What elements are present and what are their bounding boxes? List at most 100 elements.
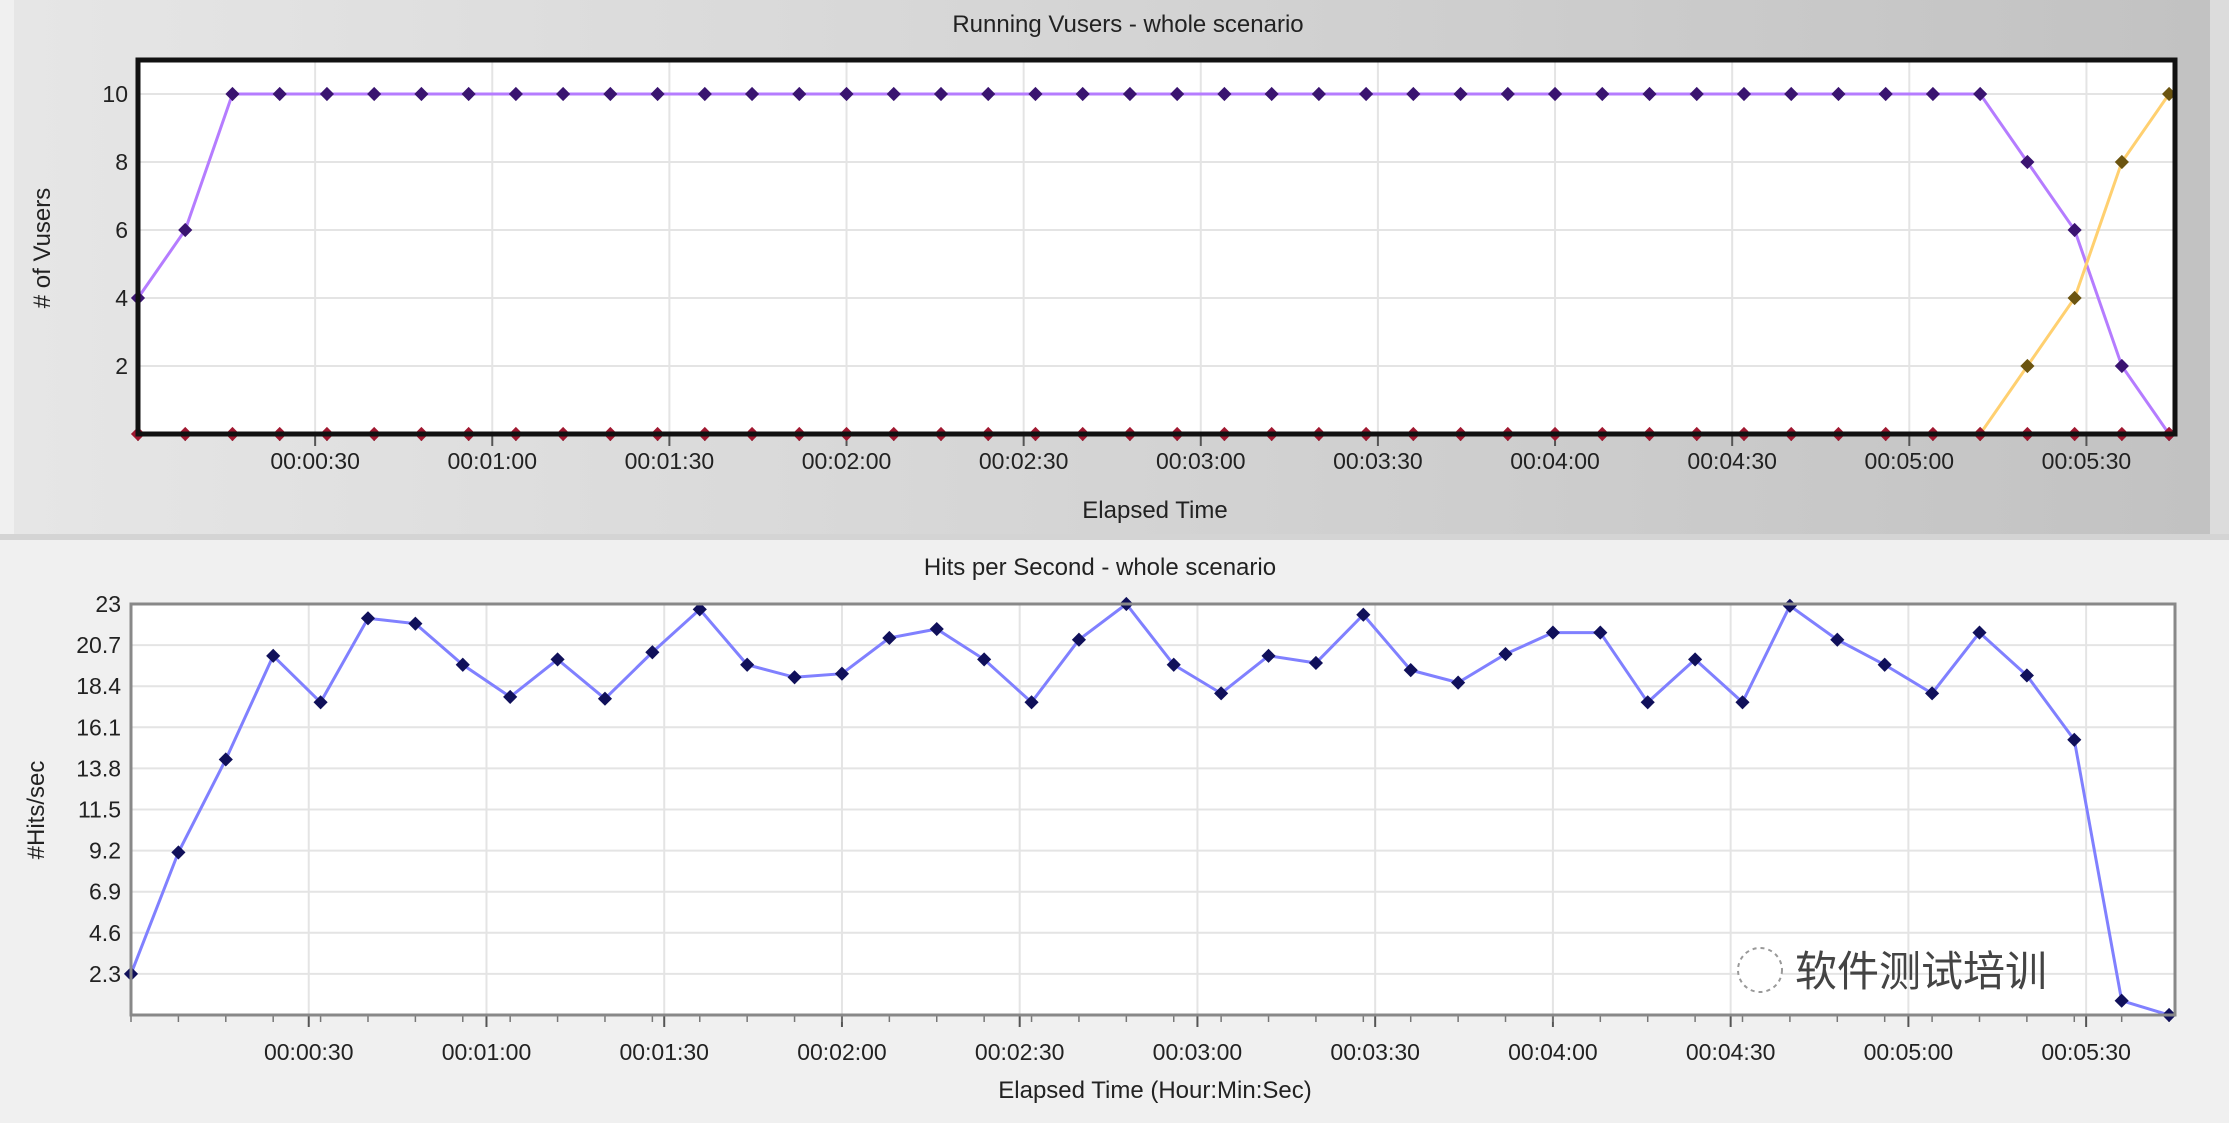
series-0-point[interactable]: [1406, 86, 1421, 102]
series-0-point[interactable]: [1736, 86, 1752, 102]
series-0-point[interactable]: [597, 691, 613, 706]
series-0-point[interactable]: [178, 222, 193, 238]
series-0-point[interactable]: [933, 86, 949, 102]
series-0-point[interactable]: [1498, 646, 1513, 662]
series-0-point[interactable]: [1973, 86, 1988, 102]
series-0-point[interactable]: [1451, 675, 1466, 690]
series-0-point[interactable]: [2020, 154, 2035, 170]
series-0-point[interactable]: [977, 652, 992, 667]
series-0-point[interactable]: [1925, 86, 1940, 102]
series-0-point[interactable]: [1122, 86, 1138, 102]
watermark: 软件测试培训: [1737, 947, 2047, 995]
series-0-point[interactable]: [1261, 648, 1276, 663]
series-0-point[interactable]: [839, 86, 854, 102]
series-0-point[interactable]: [1264, 86, 1279, 102]
series-0-point[interactable]: [886, 86, 901, 102]
x-tick-label: 00:01:30: [619, 1039, 709, 1065]
series-0-point[interactable]: [1830, 632, 1845, 647]
series-0-point[interactable]: [603, 86, 618, 102]
series-0-point[interactable]: [1735, 695, 1750, 710]
series-0-point[interactable]: [1782, 598, 1797, 613]
series-0-point[interactable]: [692, 602, 707, 617]
series-0-point[interactable]: [360, 611, 376, 626]
y-tick-label: 16.1: [76, 714, 121, 740]
x-tick-label: 00:05:30: [2041, 1039, 2131, 1065]
series-0-point[interactable]: [1453, 86, 1468, 102]
series-0-point[interactable]: [1214, 686, 1229, 701]
series-0-point[interactable]: [1784, 86, 1799, 102]
x-tick-label: 00:01:00: [447, 448, 537, 474]
series-0-point[interactable]: [367, 86, 382, 102]
series-0-point[interactable]: [1071, 632, 1087, 647]
plot-area: [138, 60, 2175, 434]
x-tick-label: 00:03:00: [1156, 448, 1246, 474]
series-0-point[interactable]: [1356, 607, 1371, 622]
series-0-point[interactable]: [266, 648, 281, 663]
series-0-point[interactable]: [1217, 86, 1232, 102]
series-0-point[interactable]: [1831, 86, 1846, 102]
series-0-point[interactable]: [1877, 657, 1892, 672]
y-tick-label: 2.3: [89, 961, 121, 987]
series-0-point[interactable]: [744, 86, 760, 102]
series-0-point[interactable]: [1308, 655, 1323, 671]
x-tick-label: 00:04:00: [1510, 448, 1600, 474]
y-tick-label: 8: [115, 149, 128, 175]
series-0-point[interactable]: [787, 670, 802, 685]
hits-per-second-panel[interactable]: Hits per Second - whole scenario Elapsed…: [14, 540, 2210, 1112]
series-0-point[interactable]: [834, 666, 850, 681]
x-tick-label: 00:05:00: [1864, 1039, 1954, 1065]
running-vusers-panel[interactable]: Running Vusers - whole scenario Elapsed …: [14, 0, 2229, 534]
series-0-point[interactable]: [1500, 86, 1515, 102]
series-0-point[interactable]: [319, 86, 335, 102]
series-0-point[interactable]: [171, 845, 186, 860]
series-0-point[interactable]: [272, 86, 287, 102]
series-1-point[interactable]: [2020, 358, 2035, 374]
series-0-point[interactable]: [1925, 686, 1940, 701]
series-0-point[interactable]: [1593, 625, 1608, 640]
series-0-point[interactable]: [1024, 695, 1039, 710]
series-0-point[interactable]: [1403, 663, 1418, 678]
series-0-point[interactable]: [697, 86, 712, 102]
series-0-point[interactable]: [1972, 625, 1987, 640]
series-0-point[interactable]: [1688, 652, 1703, 667]
series-0-point[interactable]: [1547, 86, 1563, 102]
series-0-point[interactable]: [1595, 86, 1610, 102]
series-0-point[interactable]: [1075, 86, 1090, 102]
series-0-point[interactable]: [408, 616, 423, 631]
panel-divider[interactable]: [0, 534, 2229, 540]
series-0-point[interactable]: [218, 752, 233, 767]
series-0-point[interactable]: [1642, 86, 1657, 102]
series-0-point[interactable]: [929, 621, 944, 637]
series-0-point[interactable]: [1166, 657, 1181, 672]
series-0-point[interactable]: [882, 630, 897, 646]
series-0-point[interactable]: [740, 657, 755, 672]
x-tick-label: 00:03:30: [1333, 448, 1423, 474]
series-0-point[interactable]: [981, 86, 996, 102]
series-0-point[interactable]: [1545, 625, 1560, 640]
series-0-point[interactable]: [650, 86, 665, 102]
series-0-point[interactable]: [1640, 695, 1655, 710]
series-0-point[interactable]: [2019, 668, 2034, 683]
series-0-point[interactable]: [503, 689, 518, 704]
x-tick-label: 00:05:30: [2042, 448, 2132, 474]
series-0-point[interactable]: [1878, 86, 1893, 102]
chart-title: Hits per Second - whole scenario: [924, 554, 1276, 581]
series-0-point[interactable]: [414, 86, 429, 102]
series-0-point[interactable]: [1359, 86, 1374, 102]
series-0-point[interactable]: [1170, 86, 1185, 102]
y-tick-label: 23: [95, 591, 121, 617]
series-0-point[interactable]: [792, 86, 807, 102]
watermark-text: 软件测试培训: [1795, 948, 2047, 995]
plot-border: [129, 602, 2177, 1017]
series-0-point[interactable]: [556, 86, 571, 102]
series-0-point[interactable]: [1028, 86, 1043, 102]
series-0-point[interactable]: [313, 695, 328, 710]
series-0-point[interactable]: [1311, 86, 1326, 102]
x-tick-label: 00:02:30: [975, 1039, 1065, 1065]
series-0-point[interactable]: [645, 645, 660, 660]
series-0-point[interactable]: [455, 657, 470, 672]
series-0-point[interactable]: [1689, 86, 1704, 102]
x-tick-label: 00:04:30: [1687, 448, 1777, 474]
series-0-point[interactable]: [550, 652, 565, 667]
series-0-point[interactable]: [461, 86, 476, 102]
